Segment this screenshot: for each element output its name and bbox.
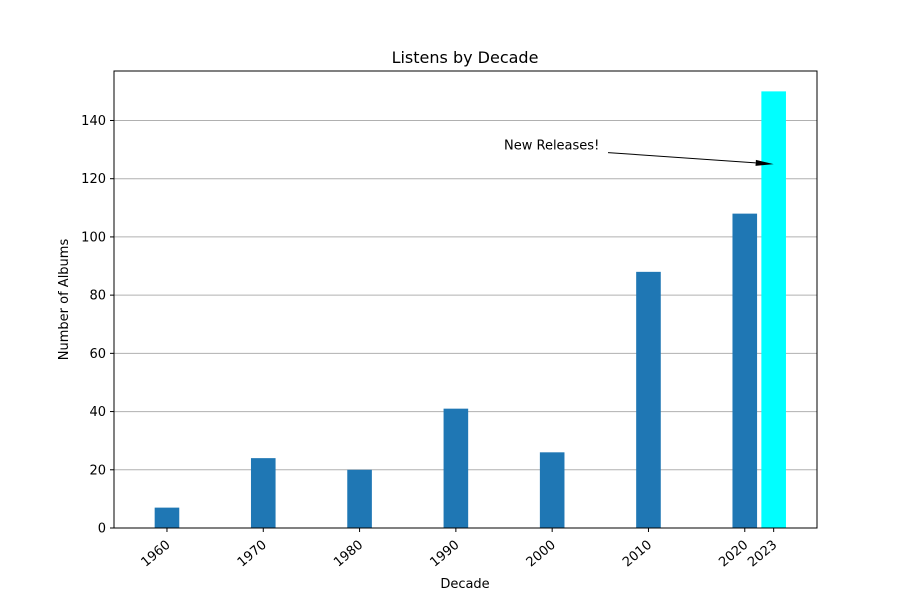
y-tick-label: 140 (81, 114, 106, 129)
bar (250, 458, 276, 528)
x-tick-label: 1970 (235, 538, 270, 571)
annotation-text: New Releases! (504, 139, 599, 154)
y-tick-label: 100 (81, 230, 106, 245)
bar (732, 213, 758, 529)
x-tick-label: 1980 (331, 538, 366, 571)
bar (761, 91, 786, 528)
annotation-arrow-line (607, 152, 756, 164)
bar (154, 507, 180, 528)
bar (443, 408, 469, 528)
chart-title: Listens by Decade (392, 48, 539, 67)
y-axis-ticks: 0 20 40 60 80 100 120 140 (81, 114, 114, 537)
bar (636, 271, 661, 528)
bars (154, 91, 786, 529)
y-tick-label: 0 (98, 522, 106, 537)
x-tick-label: 2020 (716, 538, 751, 571)
x-tick-label: 2023 (745, 538, 780, 571)
y-tick-label: 60 (89, 347, 106, 362)
y-axis-label: Number of Albums (57, 239, 72, 361)
bar (539, 452, 565, 528)
plot-frame (113, 70, 818, 529)
x-tick-label: 2010 (620, 538, 655, 571)
y-tick-label: 120 (81, 172, 106, 187)
y-tick-label: 80 (89, 289, 106, 304)
x-axis-label: Decade (440, 577, 489, 592)
annotation-arrow-head (755, 159, 774, 166)
x-tick-label: 2000 (524, 538, 559, 571)
bar (347, 469, 372, 528)
annotation: New Releases! (504, 139, 774, 166)
x-tick-label: 1960 (139, 538, 174, 571)
x-tick-label: 1990 (427, 538, 462, 571)
y-tick-label: 20 (89, 463, 106, 478)
y-tick-label: 40 (89, 405, 106, 420)
